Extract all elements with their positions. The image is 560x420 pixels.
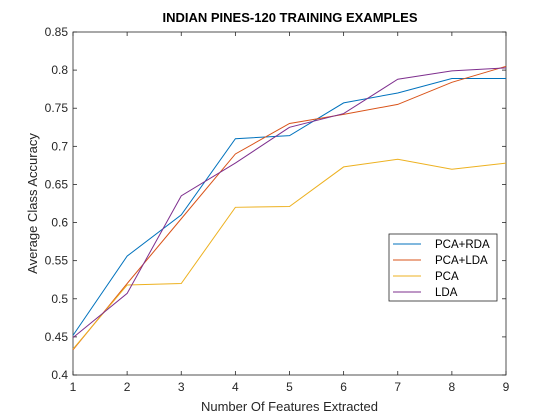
y-tick-label: 0.65 — [45, 177, 69, 191]
legend-label: PCA+RDA — [435, 239, 490, 251]
x-tick-label: 7 — [394, 380, 401, 394]
y-tick-label: 0.4 — [51, 368, 68, 382]
x-axis: 1 2 3 4 5 6 7 8 9 — [70, 32, 510, 394]
x-tick-label: 9 — [503, 380, 510, 394]
legend-box — [388, 233, 498, 302]
series-line-lda — [72, 67, 507, 339]
x-tick-label: 8 — [449, 380, 456, 394]
y-tick-label: 0.75 — [45, 101, 69, 115]
x-tick-label: 6 — [340, 380, 347, 394]
series-lines — [72, 65, 507, 351]
y-tick-label: 0.85 — [45, 25, 69, 39]
y-tick-label: 0.45 — [45, 330, 69, 344]
x-tick-label: 4 — [232, 380, 239, 394]
y-tick-label: 0.7 — [51, 139, 68, 153]
legend-label: PCA — [435, 271, 459, 283]
series-line-pca-rda — [72, 77, 506, 336]
y-tick-label: 0.5 — [51, 292, 68, 306]
series-line-pca — [72, 158, 507, 350]
x-tick-label: 3 — [178, 380, 185, 394]
x-axis-title: Number Of Features Extracted — [201, 399, 378, 414]
chart-title: INDIAN PINES-120 TRAINING EXAMPLES — [163, 10, 418, 25]
legend-label: PCA+LDA — [435, 255, 488, 267]
y-axis: 0.4 0.45 0.5 0.55 0.6 0.65 0.7 0.75 0.8 0.85 — [45, 25, 506, 382]
y-tick-label: 0.55 — [45, 254, 69, 268]
x-tick-label: 2 — [124, 380, 131, 394]
x-tick-label: 5 — [286, 380, 293, 394]
legend: PCA+RDA PCA+LDA PCA LDA — [388, 233, 498, 302]
y-tick-label: 0.6 — [51, 216, 68, 230]
plot-area — [72, 31, 507, 376]
y-tick-label: 0.8 — [51, 63, 68, 77]
legend-label: LDA — [435, 287, 458, 299]
y-axis-title: Average Class Accuracy — [25, 133, 40, 274]
x-tick-label: 1 — [70, 380, 77, 394]
